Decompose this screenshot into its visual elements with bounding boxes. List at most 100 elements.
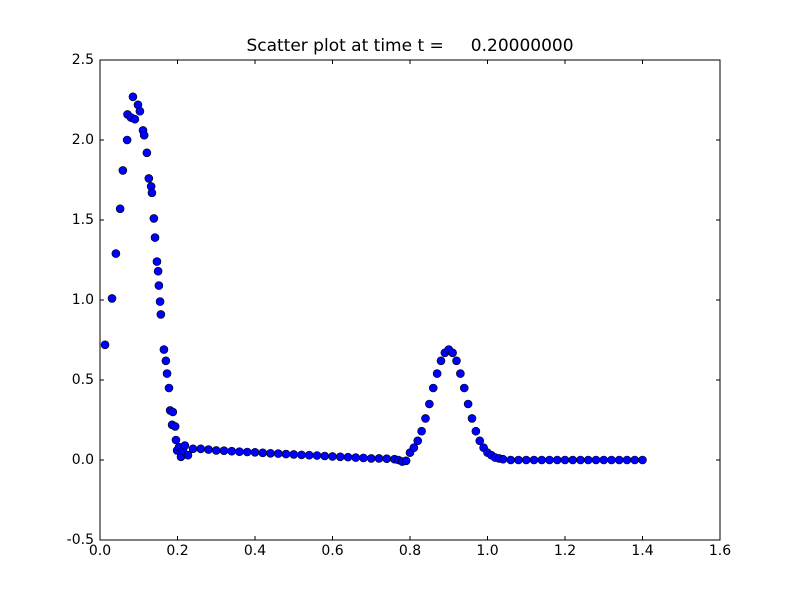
y-tick-label: 1.0 [72,292,94,308]
point [498,454,508,464]
x-tick-label: 1.6 [709,543,731,559]
point [552,455,562,465]
point [196,444,206,454]
y-tick-label: 1.5 [72,212,94,228]
point [452,356,461,366]
point [147,188,157,198]
x-tick-label: 0.8 [399,543,421,559]
chart-title: Scatter plot at time t = 0.20000000 [246,36,573,56]
point [421,414,430,423]
point [211,446,221,455]
point [183,450,193,460]
point [170,422,180,431]
point [328,452,337,461]
point [153,266,163,276]
point [128,92,138,102]
x-tick-label: 0.2 [166,543,188,559]
point [409,443,419,452]
point [436,356,446,366]
point [297,450,306,460]
point [359,453,368,463]
point [374,454,384,463]
point [401,456,411,466]
point [591,455,601,465]
point [150,233,160,242]
point [162,369,172,378]
point [152,257,162,266]
point [164,383,174,393]
point [413,436,423,446]
point [180,441,190,450]
point [111,249,121,258]
point [560,455,570,465]
x-tick-label: 1.4 [631,543,653,559]
point [521,455,531,465]
y-tick-label: 2.5 [72,52,94,68]
point [630,455,640,465]
point [144,174,154,183]
point [100,340,110,350]
point [537,455,547,465]
point [227,446,237,456]
point [115,204,125,214]
point [235,447,244,456]
point [614,455,624,465]
point [335,452,345,462]
y-tick-label: -0.5 [67,532,94,548]
point [304,450,314,460]
point [506,455,516,465]
point [130,114,140,124]
point [159,345,169,354]
point [155,297,165,306]
point [161,356,171,366]
point [622,455,632,465]
x-tick-label: 0.4 [244,543,266,559]
x-tick-label: 1.2 [554,543,576,559]
point [583,455,593,465]
point [456,369,465,378]
point [204,445,213,454]
point [417,426,426,436]
point [366,454,376,463]
point [545,455,554,465]
point [135,106,145,116]
point [312,451,322,460]
y-tick-label: 0.0 [72,452,94,468]
point [529,455,539,465]
x-tick-label: 0.6 [321,543,343,559]
y-tick-label: 2.0 [72,132,94,148]
y-tick-label: 0.5 [72,372,94,388]
point [171,435,181,445]
point [471,426,481,436]
point [459,383,469,393]
point [432,369,442,378]
point [463,399,473,409]
point [320,451,330,461]
point [168,407,178,417]
point [607,455,616,465]
point [425,399,434,409]
point [568,455,578,465]
point [118,166,128,175]
point [343,452,353,462]
point [289,450,299,459]
point [266,448,275,458]
point [428,383,438,393]
point [599,455,609,465]
point [188,444,198,454]
point [448,348,457,358]
point [576,455,585,465]
point [107,294,117,303]
point [154,281,164,290]
point [514,455,523,465]
x-tick-label: 1.0 [476,543,498,559]
point [273,449,283,458]
point [382,454,392,464]
point [219,446,229,456]
point [139,130,149,140]
point [467,414,477,423]
point [475,436,485,446]
point [242,447,252,457]
point [638,455,647,465]
